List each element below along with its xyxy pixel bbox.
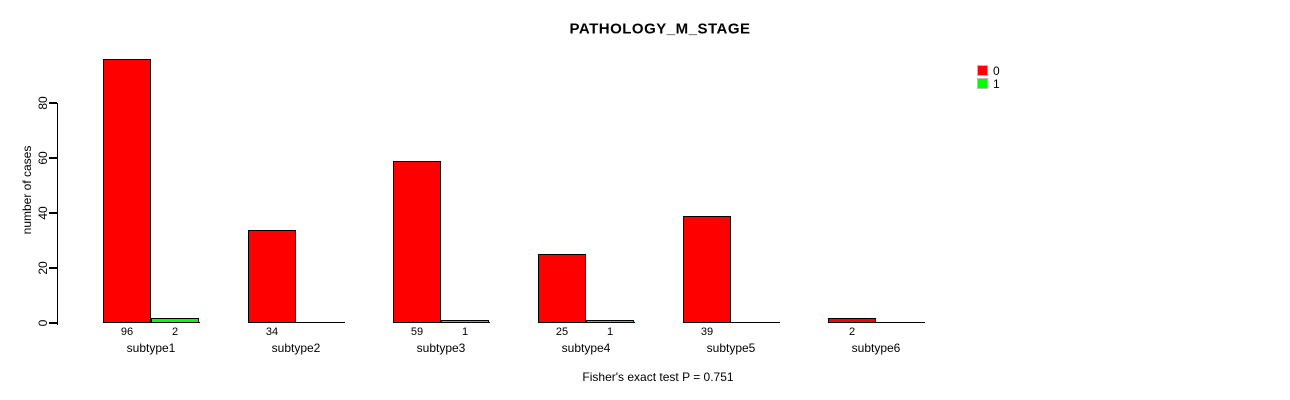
bar-subtype1-series-0 [103,59,151,323]
fisher-test-note: Fisher's exact test P = 0.751 [582,370,734,384]
y-tick [48,102,57,104]
bar-subtype3-series-0 [393,160,441,323]
chart-title: PATHOLOGY_M_STAGE [569,20,751,38]
category-label-subtype6: subtype6 [851,340,901,355]
category-label-subtype5: subtype5 [706,340,756,355]
legend-swatch-icon [977,78,988,89]
bar-value-label: 34 [265,325,279,338]
category-label-subtype4: subtype4 [561,340,611,355]
y-tick [48,267,57,269]
bar-subtype5-series-0 [683,215,731,323]
bar-subtype6-series-0 [828,317,876,323]
category-label-subtype2: subtype2 [271,340,321,355]
bar-subtype3-series-1 [441,320,489,323]
y-tick-label: 0 [36,319,50,327]
bar-value-label: 1 [461,325,469,338]
bar-value-label: 2 [171,325,179,338]
y-tick-label: 40 [36,206,50,220]
bar-value-label: 1 [606,325,614,338]
legend-swatch-icon [977,65,988,76]
y-axis-line [56,103,58,325]
y-tick [48,157,57,159]
group-baseline [828,321,925,323]
bar-value-label: 25 [555,325,569,338]
legend-label: 0 [993,63,1000,78]
y-tick-label: 20 [36,261,50,275]
category-label-subtype3: subtype3 [416,340,466,355]
y-tick-label: 60 [36,151,50,165]
category-label-subtype1: subtype1 [126,340,176,355]
bar-subtype4-series-1 [586,320,634,323]
y-tick [48,212,57,214]
group-baseline [248,321,345,323]
legend-label: 1 [993,76,1000,91]
y-tick-label: 80 [36,96,50,110]
bar-value-label: 59 [410,325,424,338]
bar-value-label: 39 [700,325,714,338]
y-axis-label: number of cases [20,145,34,235]
bar-value-label: 2 [848,325,856,338]
y-tick [48,322,57,324]
bar-value-label: 96 [120,325,134,338]
bar-subtype1-series-1 [151,317,199,323]
bar-subtype2-series-0 [248,229,296,323]
group-baseline [683,321,780,323]
bar-subtype4-series-0 [538,254,586,323]
